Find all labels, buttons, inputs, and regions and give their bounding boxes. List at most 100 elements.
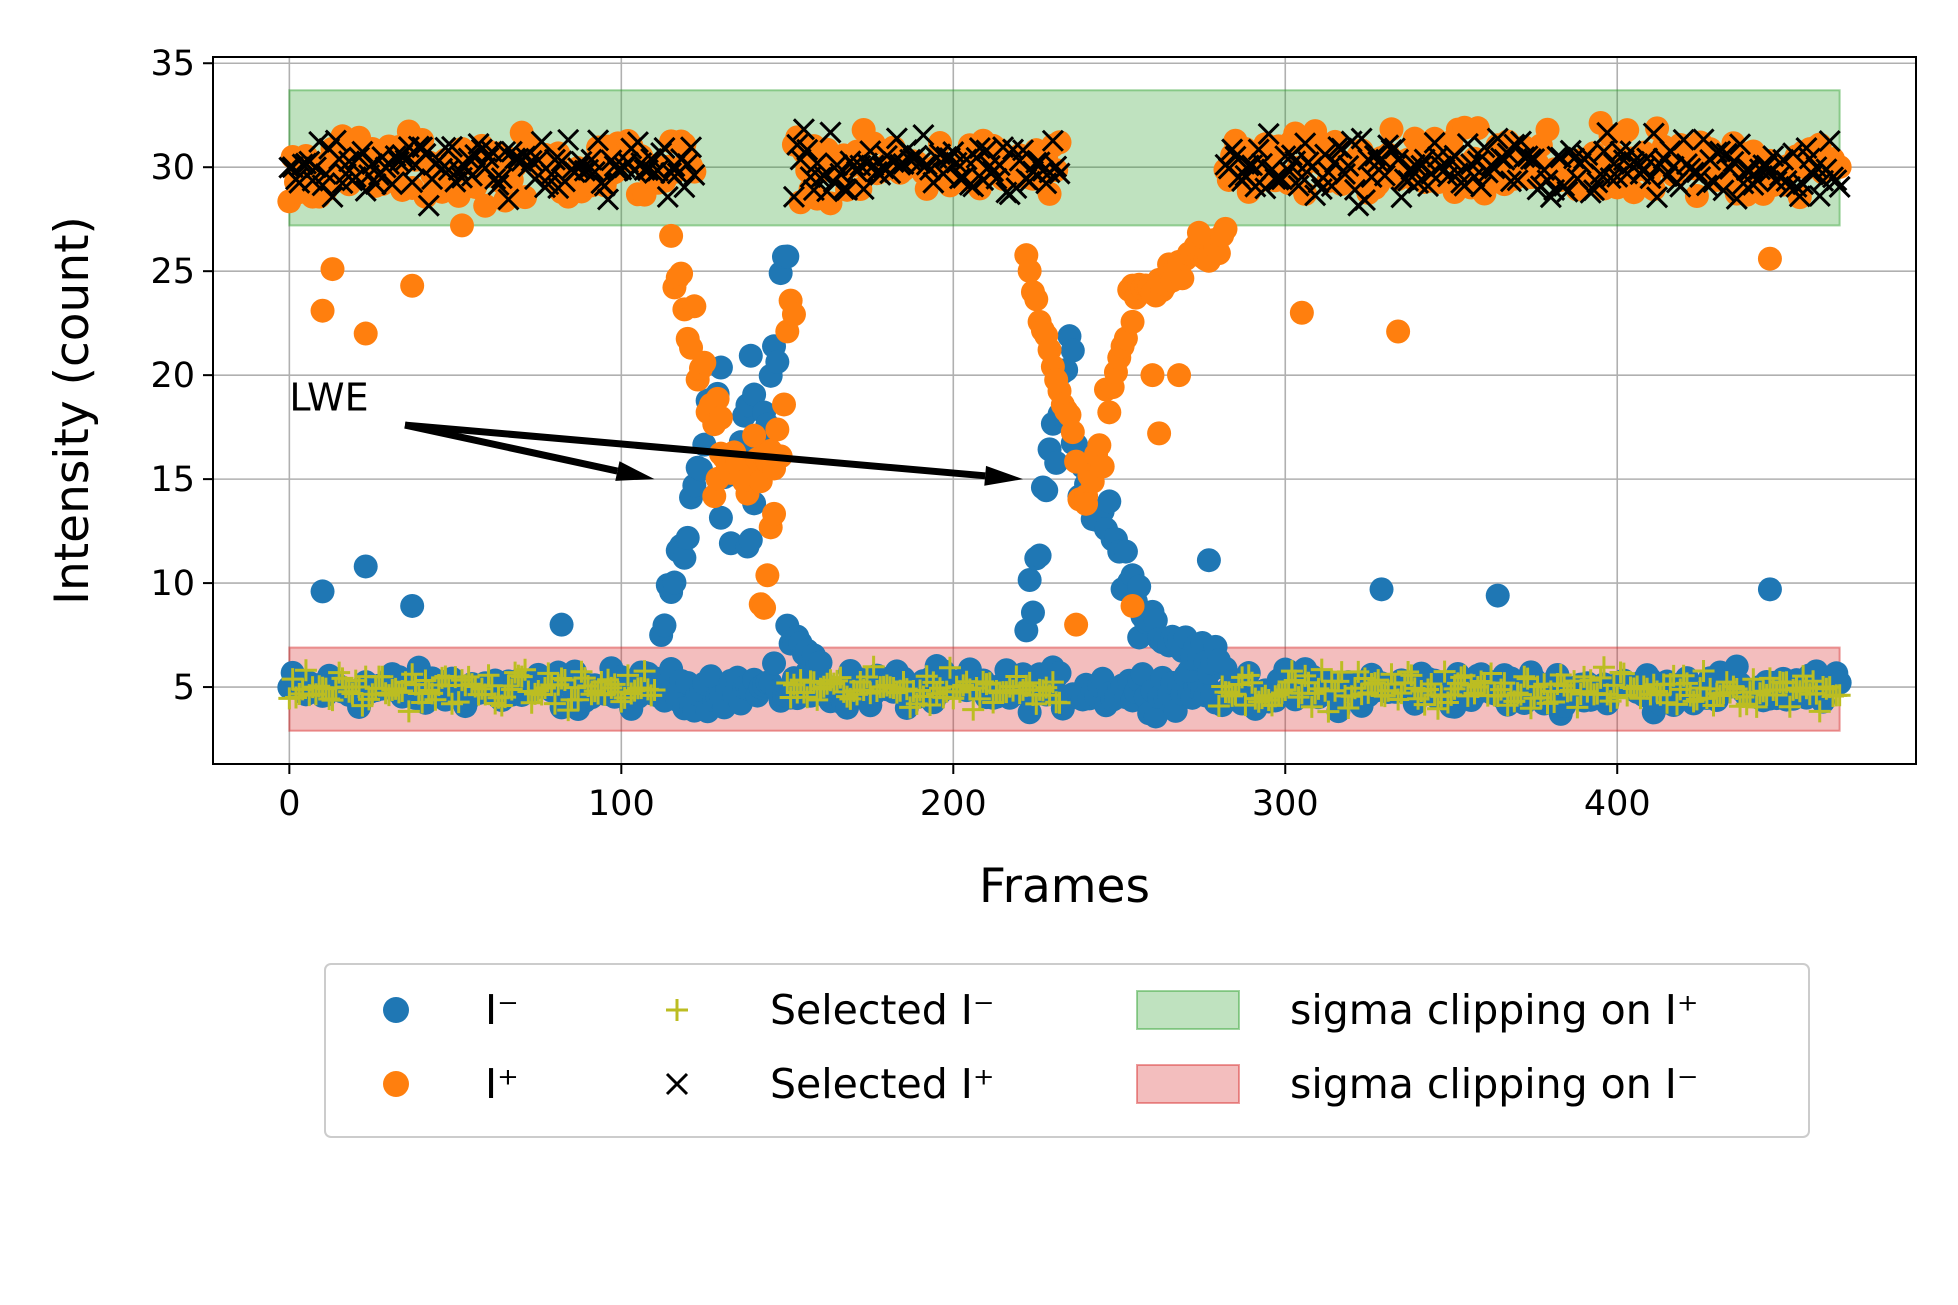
selected-i-minus-point <box>1025 692 1048 715</box>
i-plus-point <box>1206 241 1231 266</box>
selected-i-minus-point <box>1656 691 1679 714</box>
selected-i-plus-point <box>988 154 1011 177</box>
i-plus-point <box>669 261 694 286</box>
selected-i-plus-point <box>348 146 371 169</box>
selected-i-plus-point <box>1725 187 1748 210</box>
legend-marker-patch <box>1136 1064 1240 1104</box>
selected-i-plus-point <box>440 135 464 158</box>
selected-i-minus-point <box>1304 682 1327 705</box>
legend-marker-circle <box>383 997 409 1023</box>
selected-i-minus-point <box>1792 665 1815 688</box>
i-minus-point <box>1044 450 1069 475</box>
selected-i-plus-point <box>324 129 347 152</box>
selected-i-plus-point <box>1473 136 1496 159</box>
i-plus-point <box>682 294 707 319</box>
selected-i-minus-point <box>563 676 586 699</box>
i-plus-point <box>1090 454 1115 479</box>
selected-i-minus-point <box>1443 677 1466 700</box>
selected-i-plus-point <box>1553 174 1576 197</box>
selected-i-minus-point <box>1433 660 1456 683</box>
i-minus-point <box>765 349 790 374</box>
i-plus-point <box>1087 433 1112 458</box>
selected-i-plus-point <box>487 173 510 196</box>
selected-i-minus-point <box>537 662 560 685</box>
plot-frame <box>212 56 1917 765</box>
selected-i-minus-point <box>1692 659 1715 682</box>
i-minus-point <box>549 612 574 637</box>
i-minus-point <box>310 579 335 604</box>
selected-i-minus-point <box>321 689 344 712</box>
selected-i-minus-point <box>616 664 639 687</box>
selected-i-plus-point <box>477 146 500 169</box>
i-minus-point <box>1113 539 1138 564</box>
selected-i-minus-point <box>1579 669 1602 692</box>
selected-i-plus-point <box>962 175 985 198</box>
selected-i-minus-point <box>1324 679 1347 702</box>
selected-i-plus-point <box>1636 147 1659 170</box>
i-plus-point <box>1140 363 1165 388</box>
selected-i-plus-point <box>1330 137 1353 160</box>
selected-i-minus-point <box>1682 690 1705 713</box>
selected-i-minus-point <box>1390 682 1413 705</box>
selected-i-minus-point <box>796 686 819 709</box>
selected-i-plus-point <box>646 159 669 182</box>
selected-i-plus-point <box>1645 186 1669 209</box>
selected-i-minus-point <box>470 677 493 700</box>
i-plus-point <box>1024 287 1049 312</box>
selected-i-plus-point <box>1423 131 1446 154</box>
selected-i-minus-point <box>1735 693 1758 716</box>
selected-i-minus-point <box>1397 661 1420 684</box>
i-plus-point <box>353 321 378 346</box>
legend-label: sigma clipping on I⁺ <box>1290 986 1699 1034</box>
selected-i-minus-point <box>424 688 447 711</box>
selected-i-minus-point <box>1400 664 1423 687</box>
i-plus-point <box>320 257 345 282</box>
selected-i-minus-point <box>633 660 656 683</box>
selected-i-minus-point <box>1005 665 1028 688</box>
i-minus-point <box>1034 478 1059 503</box>
selected-i-minus-point <box>414 669 437 692</box>
i-plus-point <box>1047 130 1072 155</box>
selected-i-plus-point <box>1755 154 1778 177</box>
selected-i-plus-point <box>1772 148 1795 171</box>
i-minus-point <box>708 505 733 530</box>
i-plus-point <box>742 423 767 448</box>
selected-i-plus-point <box>1363 144 1386 167</box>
i-plus-point <box>1167 363 1192 388</box>
selected-i-minus-point <box>829 666 852 689</box>
i-minus-point <box>698 664 723 689</box>
selected-i-plus-point <box>457 147 480 170</box>
selected-i-plus-point <box>852 177 875 201</box>
annotation: LWE <box>289 376 1024 486</box>
selected-i-minus-point <box>1543 691 1566 714</box>
selected-i-plus-point <box>832 178 855 201</box>
selected-i-minus-point <box>294 659 317 682</box>
selected-i-minus-point <box>1280 660 1303 683</box>
selected-i-minus-point <box>1589 666 1612 689</box>
legend-item: I⁻ <box>383 986 519 1034</box>
selected-i-plus-point <box>932 162 955 185</box>
annotation-arrow-head <box>984 465 1024 486</box>
selected-i-plus-point <box>640 147 663 170</box>
selected-i-plus-point <box>587 129 610 152</box>
selected-i-plus-point <box>796 138 819 161</box>
selected-i-minus-point <box>1221 684 1244 707</box>
legend-marker-circle <box>383 1071 409 1097</box>
i-minus-point <box>675 525 700 550</box>
i-minus-point <box>1143 704 1168 729</box>
selected-i-plus-point <box>1576 144 1599 167</box>
i-minus-point <box>1060 338 1085 363</box>
legend-label: Selected I⁻ <box>770 986 995 1034</box>
selected-i-minus-point <box>447 691 470 714</box>
i-plus-point <box>781 302 806 327</box>
i-plus-point <box>1017 258 1042 283</box>
i-minus-point <box>762 651 787 676</box>
i-plus-point <box>1120 593 1145 618</box>
selected-i-plus-point <box>1387 148 1410 171</box>
selected-i-plus-point <box>1353 189 1376 212</box>
selected-i-plus-point <box>1519 147 1542 171</box>
selected-i-plus-point <box>1695 174 1718 197</box>
selected-i-plus-point <box>596 188 620 211</box>
i-minus-point <box>662 570 687 595</box>
